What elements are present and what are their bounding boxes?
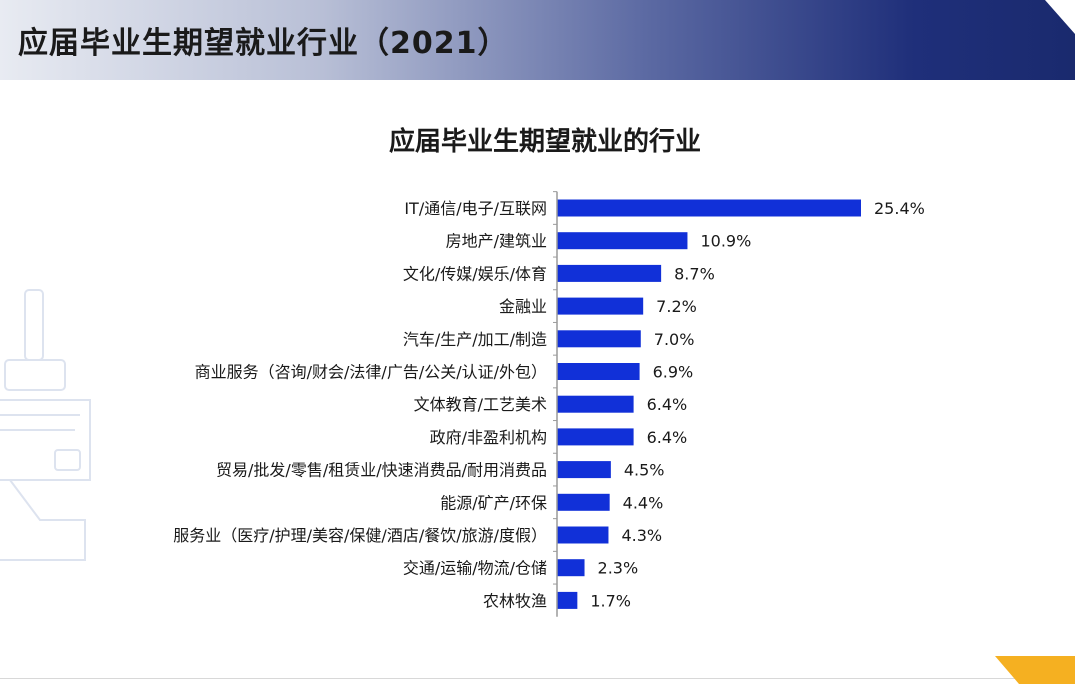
- corner-accent: [995, 656, 1075, 684]
- value-label: 7.0%: [654, 330, 695, 349]
- chart-title: 应届毕业生期望就业的行业: [389, 126, 701, 157]
- decorative-device-illustration: [0, 289, 91, 561]
- footer-divider: [0, 678, 1075, 679]
- bar: [557, 199, 861, 217]
- value-label: 6.9%: [653, 363, 694, 382]
- bar-chart: 应届毕业生期望就业的行业 IT/通信/电子/互联网 25.4% 房地产/建筑业 10.…: [173, 126, 925, 617]
- bar: [557, 395, 634, 413]
- category-label: 房地产/建筑业: [446, 232, 547, 251]
- category-label: 交通/运输/物流/仓储: [403, 559, 547, 578]
- value-label: 6.4%: [647, 428, 688, 447]
- bar: [557, 526, 609, 544]
- category-label: 金融业: [499, 297, 547, 316]
- bar: [557, 493, 610, 511]
- value-label: 6.4%: [647, 395, 688, 414]
- bar: [557, 461, 611, 479]
- page-title: 应届毕业生期望就业行业（2021）: [18, 26, 509, 61]
- value-label: 4.3%: [621, 526, 662, 545]
- category-label: 文体教育/工艺美术: [414, 395, 547, 414]
- value-label: 10.9%: [700, 232, 751, 251]
- value-label: 4.5%: [624, 461, 665, 480]
- bar: [557, 363, 640, 380]
- category-label: IT/通信/电子/互联网: [404, 199, 547, 218]
- bar: [557, 330, 641, 348]
- header-corner-cut: [1045, 0, 1075, 34]
- bars-layer: IT/通信/电子/互联网 25.4% 房地产/建筑业 10.9% 文化/传媒/娱乐/体育…: [173, 191, 925, 610]
- category-label: 文化/传媒/娱乐/体育: [403, 264, 547, 283]
- bar: [557, 297, 644, 315]
- value-label: 7.2%: [656, 297, 697, 316]
- bar: [557, 591, 578, 609]
- category-label: 汽车/生产/加工/制造: [403, 330, 547, 349]
- value-label: 4.4%: [623, 493, 664, 512]
- category-label: 商业服务（咨询/财会/法律/广告/公关/认证/外包）: [195, 363, 547, 382]
- bar: [557, 232, 688, 250]
- category-label: 能源/矿产/环保: [440, 493, 547, 512]
- bar: [557, 559, 585, 577]
- category-label: 政府/非盈利机构: [430, 428, 547, 447]
- category-label: 农林牧渔: [483, 591, 547, 610]
- value-label: 8.7%: [674, 264, 715, 283]
- category-label: 服务业（医疗/护理/美容/保健/酒店/餐饮/旅游/度假）: [173, 526, 547, 545]
- value-label: 1.7%: [590, 591, 631, 610]
- bar: [557, 264, 662, 282]
- value-label: 2.3%: [598, 559, 639, 578]
- value-label: 25.4%: [874, 199, 925, 218]
- header-banner: 应届毕业生期望就业行业（2021）: [0, 0, 1075, 80]
- bar: [557, 428, 634, 446]
- category-label: 贸易/批发/零售/租赁业/快速消费品/耐用消费品: [216, 461, 547, 480]
